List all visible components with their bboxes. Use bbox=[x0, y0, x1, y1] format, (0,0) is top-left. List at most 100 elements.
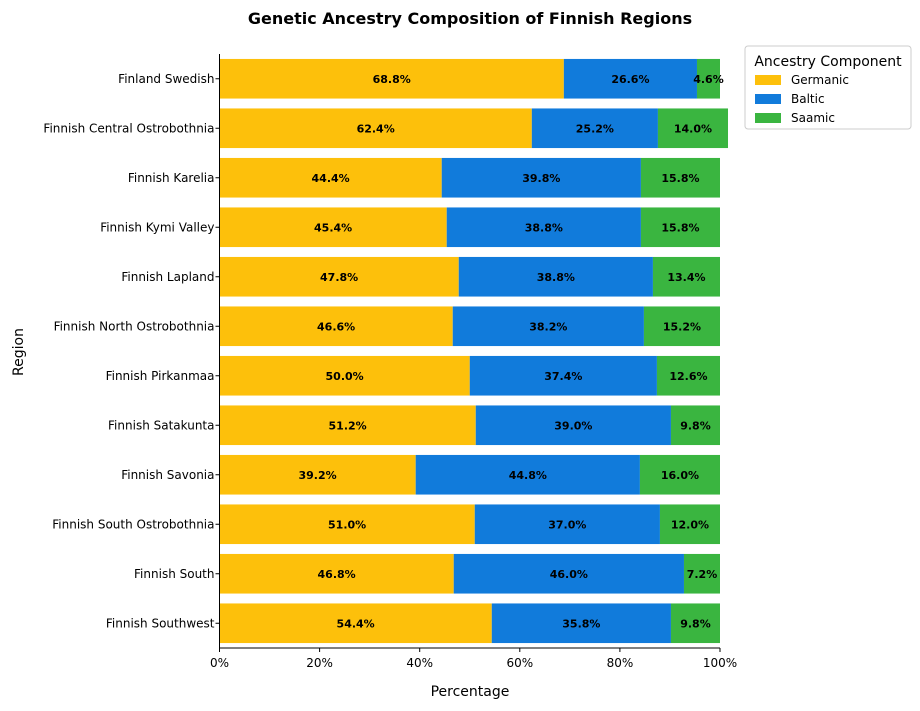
bar-value-label: 25.2% bbox=[576, 122, 614, 135]
y-tick-label: Finnish Kymi Valley bbox=[100, 220, 214, 234]
bar-saamic bbox=[657, 108, 729, 149]
bar-value-label: 37.4% bbox=[544, 370, 582, 383]
bar-value-label: 15.8% bbox=[661, 221, 699, 234]
bar-baltic bbox=[453, 553, 684, 594]
chart-title: Genetic Ancestry Composition of Finnish … bbox=[248, 9, 692, 28]
bar-baltic bbox=[452, 306, 644, 347]
y-tick-label: Finnish Southwest bbox=[106, 616, 215, 630]
legend-box bbox=[744, 45, 912, 130]
bar-germanic bbox=[219, 256, 459, 297]
bar-value-label: 46.0% bbox=[550, 568, 588, 581]
bar-saamic bbox=[639, 454, 720, 495]
legend: Ancestry Component Germanic Baltic Saamic bbox=[744, 45, 912, 130]
bar-saamic bbox=[683, 553, 720, 594]
bar-baltic bbox=[531, 108, 658, 149]
bar-baltic bbox=[415, 454, 640, 495]
bar-value-label: 14.0% bbox=[674, 122, 712, 135]
bar-value-label: 35.8% bbox=[562, 617, 600, 630]
legend-swatch-baltic bbox=[755, 94, 781, 104]
bar-germanic bbox=[219, 58, 564, 99]
bar-value-label: 39.2% bbox=[299, 469, 337, 482]
legend-title: Ancestry Component bbox=[754, 54, 902, 70]
bar-value-label: 12.0% bbox=[671, 518, 709, 531]
bar-germanic bbox=[219, 405, 476, 446]
legend-swatch-saamic bbox=[755, 113, 781, 123]
bar-value-label: 45.4% bbox=[314, 221, 352, 234]
legend-swatch-germanic bbox=[755, 75, 781, 85]
bar-value-label: 68.8% bbox=[373, 73, 411, 86]
bar-germanic bbox=[219, 306, 453, 347]
bar-value-label: 46.8% bbox=[318, 568, 356, 581]
bar-saamic bbox=[696, 58, 720, 99]
y-tick-label: Finnish Lapland bbox=[121, 270, 214, 284]
bar-baltic bbox=[441, 157, 641, 198]
bar-value-label: 38.8% bbox=[537, 271, 575, 284]
x-tick-label: 40% bbox=[406, 656, 433, 670]
bar-baltic bbox=[491, 603, 671, 644]
bar-value-label: 15.8% bbox=[661, 172, 699, 185]
bar-saamic bbox=[643, 306, 720, 347]
bar-value-label: 9.8% bbox=[680, 617, 711, 630]
bar-saamic bbox=[640, 157, 720, 198]
legend-entry: Saamic bbox=[791, 111, 835, 125]
bar-germanic bbox=[219, 207, 447, 248]
bar-germanic bbox=[219, 454, 416, 495]
bar-value-label: 51.2% bbox=[329, 419, 367, 432]
bar-baltic bbox=[474, 504, 660, 545]
x-tick-label: 100% bbox=[703, 656, 737, 670]
legend-entry: Germanic bbox=[791, 73, 849, 87]
bar-baltic bbox=[469, 355, 657, 396]
bar-value-label: 39.8% bbox=[522, 172, 560, 185]
bar-value-label: 38.8% bbox=[525, 221, 563, 234]
bar-germanic bbox=[219, 157, 442, 198]
bar-saamic bbox=[670, 603, 720, 644]
bar-saamic bbox=[640, 207, 720, 248]
bar-germanic bbox=[219, 553, 454, 594]
y-tick-label: Finnish Central Ostrobothnia bbox=[43, 121, 214, 135]
bar-germanic bbox=[219, 603, 492, 644]
bar-value-label: 12.6% bbox=[669, 370, 707, 383]
y-tick-label: Finnish South Ostrobothnia bbox=[52, 517, 214, 531]
bar-saamic bbox=[670, 405, 720, 446]
bar-value-label: 46.6% bbox=[317, 320, 355, 333]
bar-value-label: 15.2% bbox=[663, 320, 701, 333]
bar-value-label: 9.8% bbox=[680, 419, 711, 432]
bar-value-label: 47.8% bbox=[320, 271, 358, 284]
bar-saamic bbox=[656, 355, 720, 396]
bar-saamic bbox=[652, 256, 720, 297]
bar-value-label: 37.0% bbox=[548, 518, 586, 531]
y-tick-label: Finnish Karelia bbox=[128, 171, 215, 185]
bar-value-label: 50.0% bbox=[326, 370, 364, 383]
y-tick-label: Finnish Savonia bbox=[121, 468, 214, 482]
y-axis-label: Region bbox=[11, 328, 27, 376]
bar-value-label: 44.4% bbox=[312, 172, 350, 185]
bar-baltic bbox=[446, 207, 641, 248]
bar-value-label: 54.4% bbox=[337, 617, 375, 630]
x-tick-label: 0% bbox=[210, 656, 229, 670]
bar-baltic bbox=[563, 58, 697, 99]
bar-value-label: 13.4% bbox=[667, 271, 705, 284]
bar-value-label: 62.4% bbox=[357, 122, 395, 135]
bar-value-label: 51.0% bbox=[328, 518, 366, 531]
bar-germanic bbox=[219, 504, 475, 545]
y-tick-label: Finnish North Ostrobothnia bbox=[54, 319, 215, 333]
bar-value-label: 38.2% bbox=[529, 320, 567, 333]
legend-entry: Baltic bbox=[791, 92, 825, 106]
y-tick-label: Finland Swedish bbox=[118, 72, 214, 86]
bar-saamic bbox=[659, 504, 720, 545]
bar-value-label: 16.0% bbox=[661, 469, 699, 482]
bar-value-label: 26.6% bbox=[611, 73, 649, 86]
x-tick-label: 60% bbox=[506, 656, 533, 670]
x-tick-label: 80% bbox=[607, 656, 634, 670]
bar-value-label: 39.0% bbox=[554, 419, 592, 432]
y-tick-label: Finnish Satakunta bbox=[108, 418, 214, 432]
bar-value-label: 7.2% bbox=[687, 568, 718, 581]
bar-value-label: 44.8% bbox=[509, 469, 547, 482]
y-tick-label: Finnish South bbox=[134, 567, 214, 581]
x-axis-label: Percentage bbox=[431, 684, 510, 700]
bar-baltic bbox=[475, 405, 671, 446]
bar-value-label: 4.6% bbox=[693, 73, 724, 86]
bar-germanic bbox=[219, 108, 532, 149]
